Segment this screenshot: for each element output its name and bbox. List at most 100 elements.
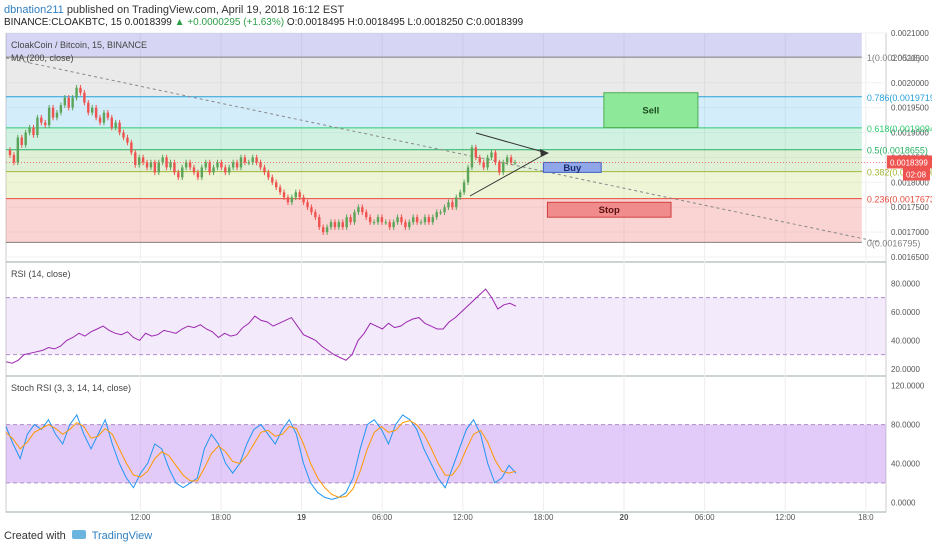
candle-body [51, 107, 55, 118]
ohlc-header: BINANCE:CLOAKBTC, 15 0.0018399 ▲ +0.0000… [4, 17, 523, 28]
candle [431, 214, 435, 225]
candle [435, 209, 438, 220]
candle [337, 219, 341, 230]
candle-body [400, 217, 403, 223]
candle-body [220, 162, 223, 168]
candle-body [106, 112, 110, 118]
author-link[interactable]: dbnation211 [4, 4, 64, 16]
candle [102, 109, 106, 126]
open-value: 0.0018495 [297, 17, 345, 28]
x-tick-label: 12:00 [130, 513, 151, 522]
candle-body [44, 122, 47, 126]
candle-body [325, 227, 329, 233]
candle [318, 214, 321, 230]
x-tick-label: 20 [620, 513, 629, 522]
close-label: C: [465, 17, 476, 28]
candle-body [274, 182, 278, 188]
candle [353, 209, 356, 225]
candle [165, 154, 168, 171]
candle [368, 214, 372, 225]
candle [278, 184, 282, 196]
candle-body [455, 197, 458, 208]
candle [12, 152, 16, 166]
candle [145, 159, 149, 171]
candle [482, 159, 485, 171]
candle-body [372, 222, 376, 224]
candle [392, 219, 395, 230]
candle-body [365, 212, 368, 218]
candle-body [224, 167, 227, 173]
stoch-k-line-d [5, 420, 517, 498]
candle [36, 114, 39, 138]
candle [157, 159, 160, 176]
candle [443, 204, 446, 215]
candle [259, 159, 262, 171]
candle [161, 154, 164, 166]
candle-body [349, 217, 352, 223]
candle-body [458, 192, 462, 198]
candle [404, 219, 407, 230]
candle-body [361, 207, 364, 213]
candle-body [114, 122, 117, 128]
candle-body [110, 117, 113, 128]
candle [87, 99, 90, 116]
candle [419, 219, 423, 225]
candle [177, 169, 180, 181]
high-value: 0.0018495 [357, 17, 405, 28]
candle [71, 94, 74, 111]
candle [365, 209, 368, 220]
buy-box [542, 161, 602, 173]
band-fill [6, 424, 886, 483]
price-tick-label: 0.0018000 [891, 178, 929, 187]
candle [345, 214, 348, 230]
candle-body [251, 157, 254, 163]
candle-body [298, 192, 301, 198]
candle-body [490, 152, 493, 158]
candle [184, 159, 188, 171]
candle [118, 119, 121, 136]
candle-body [478, 157, 481, 163]
candle-body [59, 105, 63, 113]
candle-body [431, 217, 435, 223]
fib-level-label: 0.786(0.0019719) [867, 93, 932, 103]
triangle-upper-line [475, 132, 548, 154]
tradingview-link[interactable]: TradingView [91, 530, 153, 542]
candle-body [204, 162, 207, 168]
candle [181, 164, 184, 181]
candle [192, 164, 196, 176]
candle [490, 149, 493, 161]
candle-body [357, 207, 360, 213]
candle-body [267, 172, 270, 178]
candle [94, 104, 98, 121]
candle [451, 199, 454, 210]
candle-body [447, 202, 450, 208]
candle-body [137, 157, 141, 165]
osc-tick-label: 40.0000 [891, 459, 920, 468]
candle-body [118, 122, 121, 133]
triangle-arrow-head [540, 149, 549, 157]
tradingview-logo-icon [71, 530, 86, 539]
buy-label: Buy [563, 163, 582, 174]
candle-body [474, 147, 478, 158]
candle [110, 114, 113, 131]
osc-tick-label: 40.0000 [891, 336, 920, 345]
candle [357, 204, 360, 215]
candle [400, 214, 403, 225]
candle-body [212, 167, 215, 173]
candle [228, 164, 231, 176]
candle-body [396, 217, 399, 223]
candle-body [470, 147, 474, 168]
candle [274, 179, 278, 191]
sell-box [603, 92, 699, 129]
osc-tick-label: 20.0000 [891, 365, 920, 374]
candle-body [412, 217, 415, 223]
candle [271, 174, 274, 186]
candle [509, 154, 513, 166]
candle [169, 159, 172, 171]
candle [196, 169, 200, 181]
candle [290, 194, 294, 205]
candle-body [333, 222, 337, 228]
candle-body [145, 162, 149, 168]
candle-body [181, 167, 184, 178]
